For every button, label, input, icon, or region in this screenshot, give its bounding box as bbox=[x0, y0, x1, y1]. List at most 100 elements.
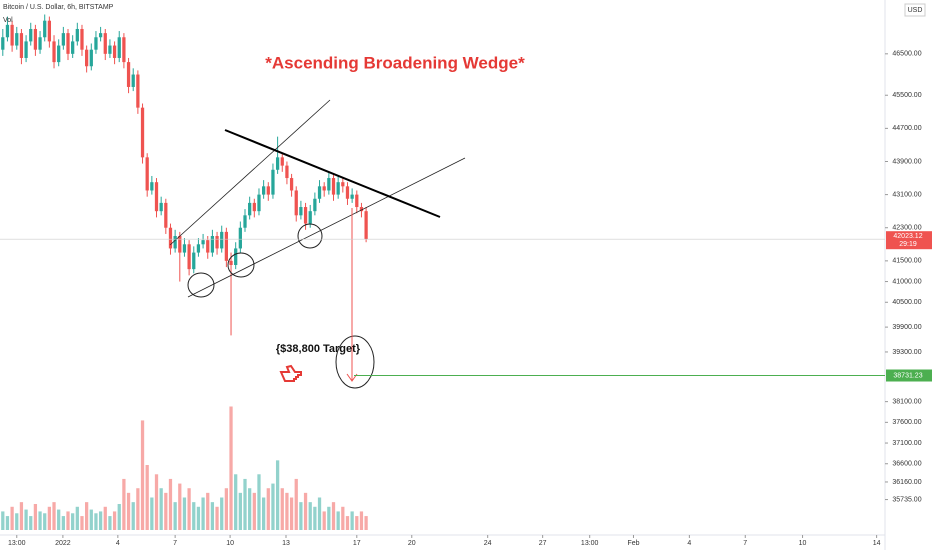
resistance-line bbox=[224, 129, 441, 218]
volume-bar bbox=[192, 502, 196, 530]
volume-bar bbox=[89, 509, 93, 530]
currency-box bbox=[904, 3, 926, 17]
x-tick-label: 7 bbox=[743, 540, 747, 547]
y-tick-label: 44700.00 bbox=[892, 125, 921, 132]
candle-body bbox=[85, 49, 89, 67]
volume-bar bbox=[359, 511, 364, 530]
volume-bar bbox=[71, 513, 75, 530]
last-price-box bbox=[886, 231, 932, 250]
candle-body bbox=[10, 24, 14, 46]
candle-body bbox=[238, 227, 242, 249]
volume-bar bbox=[66, 511, 70, 530]
volume-bar bbox=[275, 460, 280, 530]
volume-bar bbox=[10, 506, 14, 530]
volume-bar bbox=[364, 516, 368, 530]
volume-bar bbox=[173, 502, 177, 530]
candle-body bbox=[262, 186, 266, 195]
x-tick-label: 10 bbox=[799, 540, 807, 547]
last-price-label: 42023.12 bbox=[893, 233, 922, 240]
y-tick-label: 36600.00 bbox=[892, 461, 921, 468]
volume-bar bbox=[280, 488, 284, 530]
candle-body bbox=[331, 178, 336, 195]
volume-bar bbox=[117, 504, 121, 530]
y-tick-label: 37600.00 bbox=[892, 419, 921, 426]
target-box bbox=[886, 369, 932, 382]
symbol-label: Bitcoin / U.S. Dollar, 6h, BITSTAMP bbox=[3, 4, 114, 11]
candle-body bbox=[257, 194, 261, 212]
candle-body bbox=[57, 45, 61, 63]
candle-body bbox=[355, 194, 359, 208]
y-tick-label: 42300.00 bbox=[892, 225, 921, 232]
volume-bar bbox=[215, 506, 219, 530]
volume-bar bbox=[75, 506, 79, 530]
candle-body bbox=[168, 227, 173, 249]
volume-bar bbox=[182, 497, 187, 530]
volume-bar bbox=[168, 478, 173, 530]
candle-body bbox=[1, 37, 5, 50]
candle-body bbox=[206, 240, 210, 253]
countdown-label: 29:19 bbox=[899, 241, 917, 248]
candle-body bbox=[131, 74, 135, 87]
candle-body bbox=[243, 215, 247, 228]
volume-bar bbox=[285, 492, 289, 530]
volume-bar bbox=[271, 483, 275, 530]
volume-bar bbox=[61, 516, 65, 530]
candle-body bbox=[182, 244, 187, 253]
y-tick-label: 39300.00 bbox=[892, 349, 921, 356]
volume-bar bbox=[234, 474, 238, 530]
candle-body bbox=[145, 157, 149, 191]
volume-bar bbox=[308, 502, 312, 530]
candle-body bbox=[252, 202, 256, 212]
candle-body bbox=[317, 186, 322, 199]
candle-body bbox=[112, 45, 117, 58]
circle-marker bbox=[187, 272, 215, 298]
volume-bar bbox=[299, 502, 303, 530]
candle-body bbox=[229, 260, 233, 265]
candle-body bbox=[313, 198, 317, 212]
volume-bar bbox=[252, 492, 256, 530]
candle-body bbox=[140, 107, 145, 158]
candle-body bbox=[150, 182, 154, 191]
candle-body bbox=[299, 207, 303, 216]
volume-bar bbox=[154, 474, 159, 530]
volume-bar bbox=[145, 465, 149, 530]
candle-body bbox=[154, 182, 159, 212]
volume-bar bbox=[38, 511, 42, 530]
volume-bar bbox=[24, 509, 28, 530]
x-tick-label: 10 bbox=[226, 540, 234, 547]
volume-bar bbox=[303, 492, 308, 530]
candle-body bbox=[108, 45, 112, 54]
candle-body bbox=[266, 186, 270, 195]
volume-bar bbox=[336, 511, 340, 530]
y-tick-label: 41500.00 bbox=[892, 258, 921, 265]
volume-bar bbox=[5, 516, 10, 530]
y-tick-label: 35735.00 bbox=[892, 496, 921, 503]
volume-bar bbox=[47, 506, 52, 530]
candle-body bbox=[327, 178, 331, 191]
y-tick-label: 38100.00 bbox=[892, 398, 921, 405]
y-tick-label: 41000.00 bbox=[892, 278, 921, 285]
volume-bar bbox=[112, 511, 117, 530]
volume-bar bbox=[150, 497, 154, 530]
candle-body bbox=[285, 165, 289, 179]
candle-body bbox=[192, 252, 196, 270]
volume-bar bbox=[317, 497, 322, 530]
candle-body bbox=[24, 41, 28, 58]
candle-body bbox=[61, 33, 65, 46]
candle-body bbox=[178, 236, 182, 253]
volume-layer bbox=[1, 406, 368, 530]
volume-bar bbox=[33, 504, 38, 530]
x-tick-label: 4 bbox=[116, 540, 120, 547]
candle-body bbox=[248, 202, 252, 216]
volume-bar bbox=[131, 502, 135, 530]
volume-bar bbox=[57, 509, 61, 530]
candles-layer bbox=[1, 14, 368, 336]
volume-bar bbox=[29, 516, 33, 530]
candle-body bbox=[336, 182, 340, 195]
candle-body bbox=[201, 240, 205, 245]
candle-body bbox=[308, 211, 312, 224]
candle-body bbox=[210, 236, 215, 253]
candle-body bbox=[220, 231, 224, 249]
